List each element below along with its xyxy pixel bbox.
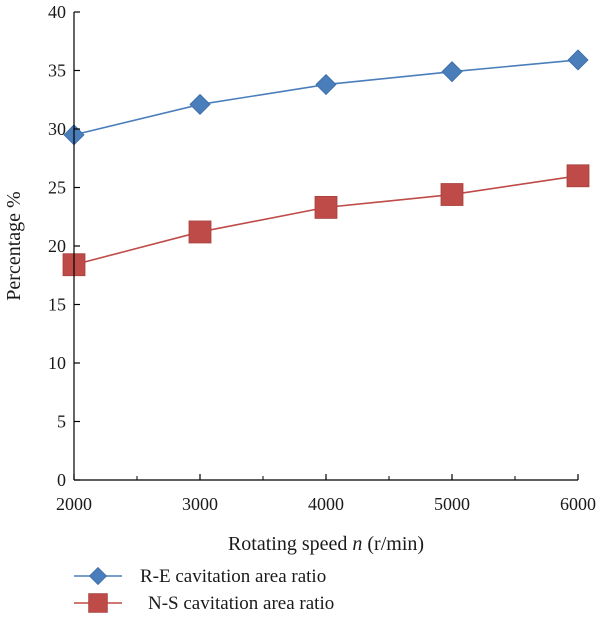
x-ticks: 2000 3000 4000 5000 6000 [56, 474, 596, 514]
plot-area [62, 49, 590, 277]
y-ticks: 0 5 10 15 20 25 30 35 40 [48, 2, 80, 490]
y-tick-label-0: 0 [57, 470, 66, 490]
x-tick-label-3: 5000 [434, 494, 470, 514]
x-axis-label-pre: Rotating speed [228, 533, 352, 555]
series-1-point-3 [440, 183, 464, 206]
series-0-point-3 [441, 61, 463, 83]
legend-marker-0 [88, 566, 108, 586]
x-tick-label-0: 2000 [56, 494, 92, 514]
series-line-1 [73, 175, 579, 266]
legend-item-1: N-S cavitation area ratio [74, 593, 334, 614]
series-0-point-1 [189, 93, 211, 115]
series-1-point-4 [566, 164, 590, 188]
y-tick-label-2: 10 [48, 353, 66, 373]
y-tick-label-6: 30 [48, 119, 66, 139]
legend-item-0: R-E cavitation area ratio [74, 566, 326, 587]
series-0-point-2 [315, 73, 337, 96]
x-axis-label-post: (r/min) [362, 533, 424, 555]
y-tick-label-4: 20 [48, 236, 66, 256]
y-tick-label-5: 25 [48, 178, 66, 198]
series-line-0 [73, 59, 579, 136]
series-1-point-1 [188, 220, 212, 244]
x-tick-label-2: 4000 [308, 494, 344, 514]
y-tick-label-7: 35 [48, 61, 66, 81]
y-axis-label: Percentage % [3, 191, 25, 300]
series-0 [63, 49, 589, 146]
y-tick-label-3: 15 [48, 295, 66, 315]
y-tick-label-1: 5 [57, 412, 66, 432]
series-1 [62, 164, 590, 277]
y-tick-label-8: 40 [48, 2, 66, 22]
series-0-point-4 [567, 49, 589, 71]
x-tick-label-1: 3000 [182, 494, 218, 514]
legend-marker-1 [88, 593, 108, 613]
x-tick-label-4: 6000 [560, 494, 596, 514]
legend: R-E cavitation area ratio N-S cavitation … [74, 566, 334, 614]
legend-label-0: R-E cavitation area ratio [140, 566, 326, 587]
x-axis-label-var: n [352, 533, 362, 555]
series-1-point-2 [314, 195, 338, 219]
legend-label-1: N-S cavitation area ratio [148, 593, 334, 614]
x-axis-label: Rotating speed n (r/min) [228, 533, 424, 555]
